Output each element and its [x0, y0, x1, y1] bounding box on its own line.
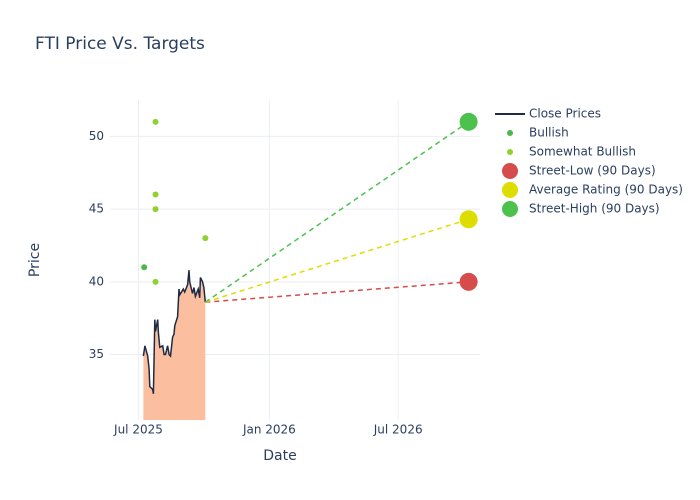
- legend-label: Street-Low (90 Days): [529, 164, 656, 178]
- rating-marker: [152, 206, 159, 213]
- target-marker: [459, 210, 478, 229]
- rating-marker: [152, 118, 159, 125]
- legend-swatch: [507, 130, 513, 136]
- close-line: [142, 270, 207, 394]
- chart-title: FTI Price Vs. Targets: [35, 34, 205, 54]
- y-tick-label: 40: [89, 274, 104, 288]
- legend-label: Close Prices: [529, 107, 601, 121]
- y-tick-label: 35: [89, 347, 104, 361]
- legend-label: Average Rating (90 Days): [529, 183, 683, 197]
- y-tick-label: 50: [89, 129, 104, 143]
- target-line: [205, 218, 469, 303]
- x-tick-label: Jan 2026: [242, 423, 296, 437]
- legend-label: Bullish: [529, 126, 569, 140]
- rating-marker: [152, 278, 159, 285]
- target-marker: [459, 112, 478, 131]
- legend-swatch: [502, 201, 518, 217]
- target-line: [205, 281, 469, 303]
- legend-swatch: [502, 182, 518, 198]
- target-line: [204, 121, 470, 303]
- rating-marker: [202, 235, 209, 242]
- target-marker: [459, 272, 478, 291]
- y-tick-label: 45: [89, 202, 104, 216]
- rating-marker: [152, 191, 159, 198]
- close-area: [143, 270, 206, 420]
- y-axis-title: Price: [27, 243, 43, 277]
- legend-swatch: [502, 163, 518, 179]
- legend-label: Somewhat Bullish: [529, 145, 636, 159]
- x-axis-title: Date: [263, 448, 296, 464]
- legend-label: Street-High (90 Days): [529, 202, 660, 216]
- rating-marker: [141, 264, 148, 271]
- legend-swatch: [507, 149, 513, 155]
- x-tick-label: Jul 2025: [113, 423, 163, 437]
- x-tick-label: Jul 2026: [373, 423, 423, 437]
